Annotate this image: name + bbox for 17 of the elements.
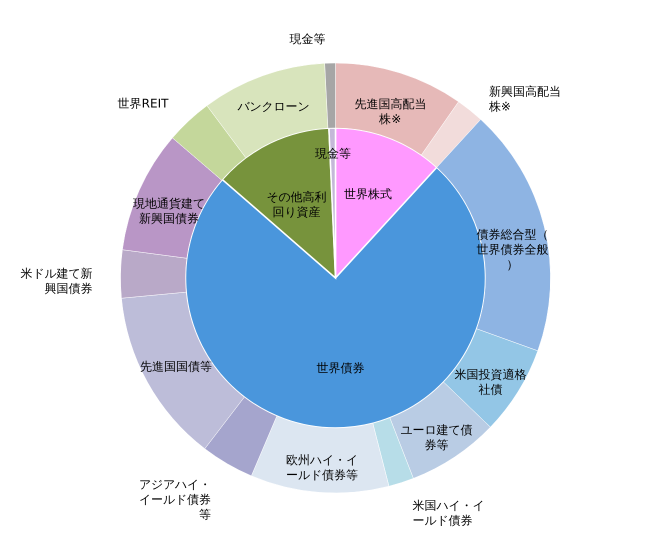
slice-label: 現金等	[289, 32, 326, 46]
slice-label: 米国投資適格社債	[454, 367, 527, 396]
slice-label: ユーロ建て債券等	[400, 422, 473, 452]
slice-label: アジアハイ・イールド債券等	[139, 477, 212, 522]
slice-label: 米ドル建て新興国債券	[20, 266, 93, 296]
slice-label: その他高利回り資産	[266, 190, 326, 219]
slice-label: 欧州ハイ・イールド債券等	[286, 452, 358, 482]
slice-label: 世界債券	[316, 360, 365, 375]
slice-label: 世界株式	[344, 187, 392, 202]
slice-label: 先進国高配当株※	[354, 96, 426, 126]
slice-label: 現地通貨建て新興国債券	[132, 196, 205, 226]
slice-label: 世界REIT	[118, 96, 170, 110]
slice-label: 新興国高配当株※	[488, 84, 561, 114]
slice-label: 米国ハイ・イールド債券	[412, 498, 485, 528]
slice-label: 先進国国債等	[140, 359, 212, 374]
slice-label: バンクローン	[236, 99, 310, 114]
slice-label: 債券総合型（世界債券全般）	[476, 227, 549, 272]
